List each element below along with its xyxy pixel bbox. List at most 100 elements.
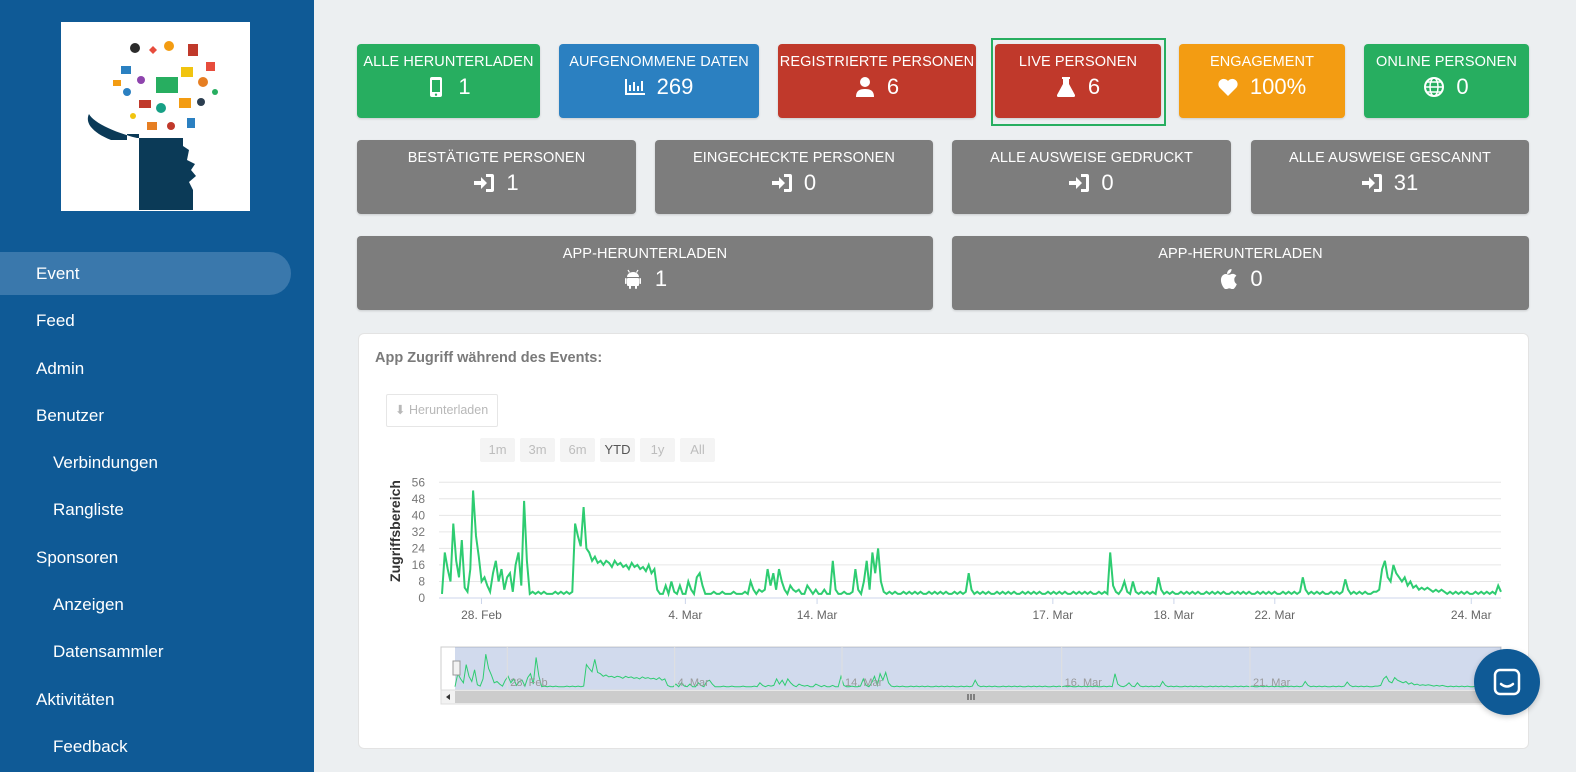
- sidebar-item-aktivit-ten[interactable]: Aktivitäten: [0, 678, 314, 725]
- stat-value: 31: [1393, 170, 1419, 195]
- range-button-all[interactable]: All: [680, 438, 715, 462]
- range-button-ytd[interactable]: YTD: [600, 438, 635, 462]
- bar-chart-icon: [624, 77, 645, 97]
- sign-in-icon: [1069, 173, 1090, 193]
- sidebar-item-label: Verbindungen: [53, 453, 158, 473]
- focus-ring: [991, 38, 1166, 126]
- navigator-tick-label: 21. Mar: [1253, 677, 1291, 689]
- range-button-3m[interactable]: 3m: [520, 438, 555, 462]
- stat-label: BESTÄTIGTE PERSONEN: [407, 150, 586, 166]
- sign-in-icon: [1361, 173, 1382, 193]
- sidebar-item-verbindungen[interactable]: Verbindungen: [0, 441, 314, 488]
- stat-label: APP-HERUNTERLADEN: [562, 246, 728, 262]
- sidebar-item-benutzer[interactable]: Benutzer: [0, 394, 314, 441]
- y-tick-label: 40: [412, 508, 426, 522]
- sidebar-item-label: Aktivitäten: [36, 689, 115, 709]
- navigator-selected-range: [455, 647, 1501, 690]
- stat-value: 6: [886, 74, 900, 99]
- flask-icon: [1056, 77, 1076, 97]
- y-axis-label: Zugriffsbereich: [387, 480, 403, 582]
- range-button-6m[interactable]: 6m: [560, 438, 595, 462]
- chat-icon: [1493, 668, 1521, 696]
- stat-tile-engagement[interactable]: ENGAGEMENT 100%: [1179, 44, 1345, 118]
- sidebar-item-label: Datensammler: [53, 642, 164, 662]
- event-logo: [61, 22, 250, 211]
- x-tick-label: 17. Mar: [1032, 608, 1073, 622]
- chat-launcher-button[interactable]: [1474, 649, 1540, 715]
- android-icon: [623, 269, 643, 289]
- stat-value: 1: [654, 266, 668, 291]
- sidebar-item-label: Benutzer: [36, 405, 105, 425]
- y-tick-label: 16: [412, 558, 426, 572]
- app-access-chart-card: App Zugriff während des Events: ⬇ Herunt…: [358, 333, 1529, 749]
- stat-tile-checked-in-persons[interactable]: EINGECHECKTE PERSONEN 0: [655, 140, 933, 214]
- y-tick-label: 24: [412, 541, 426, 555]
- sidebar-item-event[interactable]: Event: [0, 252, 314, 299]
- stat-tile-app-downloads-android[interactable]: APP-HERUNTERLADEN 1: [357, 236, 933, 310]
- user-icon: [855, 77, 875, 97]
- y-tick-label: 32: [412, 525, 426, 539]
- x-tick-label: 28. Feb: [461, 608, 502, 622]
- stat-tile-badges-printed[interactable]: ALLE AUSWEISE GEDRUCKT 0: [952, 140, 1231, 214]
- access-line-chart: 0 8 16 24 32 40 48 56 Zugriffsbereich 28. Feb 4. M…: [387, 475, 1502, 705]
- stat-value: 1: [506, 170, 519, 195]
- range-button-1m[interactable]: 1m: [480, 438, 515, 462]
- navigator-tick-label: 4. Mar: [678, 677, 710, 689]
- sidebar-item-label: Feedback: [53, 736, 128, 756]
- mobile-icon: [426, 77, 446, 97]
- stat-value: 0: [803, 170, 817, 195]
- stat-value: 0: [1250, 266, 1263, 291]
- y-tick-label: 56: [412, 475, 426, 489]
- globe-icon: [1424, 77, 1445, 97]
- sidebar-item-datensammler[interactable]: Datensammler: [0, 630, 314, 677]
- stat-label: ALLE AUSWEISE GEDRUCKT: [990, 150, 1193, 166]
- sidebar-nav: Event Feed Admin Benutzer Verbindungen Rangli…: [0, 252, 314, 772]
- sidebar-item-label: Sponsoren: [36, 547, 119, 567]
- sidebar-item-anzeigen[interactable]: Anzeigen: [0, 583, 314, 630]
- sidebar-item-feedback[interactable]: Feedback: [0, 725, 314, 772]
- stat-label: AUFGENOMMENE DATEN: [569, 54, 749, 70]
- sidebar: Event Feed Admin Benutzer Verbindungen Rangli…: [0, 0, 314, 772]
- stat-value: 100%: [1249, 74, 1307, 99]
- range-button-1y[interactable]: 1y: [640, 438, 675, 462]
- heart-icon: [1218, 77, 1238, 97]
- stat-tile-badges-scanned[interactable]: ALLE AUSWEISE GESCANNT 31: [1251, 140, 1529, 214]
- stat-label: EINGECHECKTE PERSONEN: [693, 150, 895, 166]
- sidebar-item-label: Anzeigen: [53, 595, 124, 615]
- stat-value: 269: [656, 74, 694, 99]
- stat-tile-live-persons[interactable]: LIVE PERSONEN 6: [995, 44, 1161, 118]
- chart-card-title: App Zugriff während des Events:: [375, 350, 603, 366]
- scrollbar-left-arrow: [446, 694, 450, 700]
- navigator-tick-label: 16. Mar: [1065, 677, 1103, 689]
- x-tick-label: 4. Mar: [668, 608, 702, 622]
- stat-label: ENGAGEMENT: [1209, 54, 1315, 70]
- sidebar-item-label: Event: [36, 264, 80, 283]
- x-tick-label: 24. Mar: [1451, 608, 1492, 622]
- apple-icon: [1218, 269, 1238, 289]
- stat-tile-registered-persons[interactable]: REGISTRIERTE PERSONEN 6: [778, 44, 976, 118]
- sidebar-item-feed[interactable]: Feed: [0, 299, 314, 346]
- y-tick-label: 8: [418, 574, 425, 588]
- sidebar-item-label: Feed: [36, 311, 75, 331]
- stat-tile-confirmed-persons[interactable]: BESTÄTIGTE PERSONEN 1: [357, 140, 636, 214]
- head-idea-logo-icon: [87, 41, 218, 210]
- range-selector: 1m 3m 6m YTD 1y All: [480, 438, 715, 462]
- stat-value: 0: [1101, 170, 1114, 195]
- series-line: [441, 490, 1502, 598]
- sidebar-item-admin[interactable]: Admin: [0, 347, 314, 394]
- y-tick-label: 0: [418, 591, 425, 605]
- sidebar-item-sponsoren[interactable]: Sponsoren: [0, 536, 314, 583]
- stat-tile-online-persons[interactable]: ONLINE PERSONEN 0: [1364, 44, 1529, 118]
- navigator-frame: [440, 646, 1502, 691]
- stat-value: 6: [1087, 74, 1101, 99]
- navigator-tick-label: 28. Feb: [510, 677, 547, 689]
- y-tick-label: 48: [412, 492, 426, 506]
- stat-tile-downloads[interactable]: ALLE HERUNTERLADEN 1: [357, 44, 540, 118]
- stat-label: REGISTRIERTE PERSONEN: [779, 54, 975, 70]
- navigator-series-line: [454, 654, 1502, 688]
- stat-tile-app-downloads-ios[interactable]: APP-HERUNTERLADEN 0: [952, 236, 1529, 310]
- stat-tile-captured-data[interactable]: AUFGENOMMENE DATEN 269: [559, 44, 759, 118]
- sidebar-item-rangliste[interactable]: Rangliste: [0, 488, 314, 535]
- x-tick-label: 22. Mar: [1254, 608, 1295, 622]
- download-button[interactable]: ⬇ Herunterladen: [386, 394, 498, 427]
